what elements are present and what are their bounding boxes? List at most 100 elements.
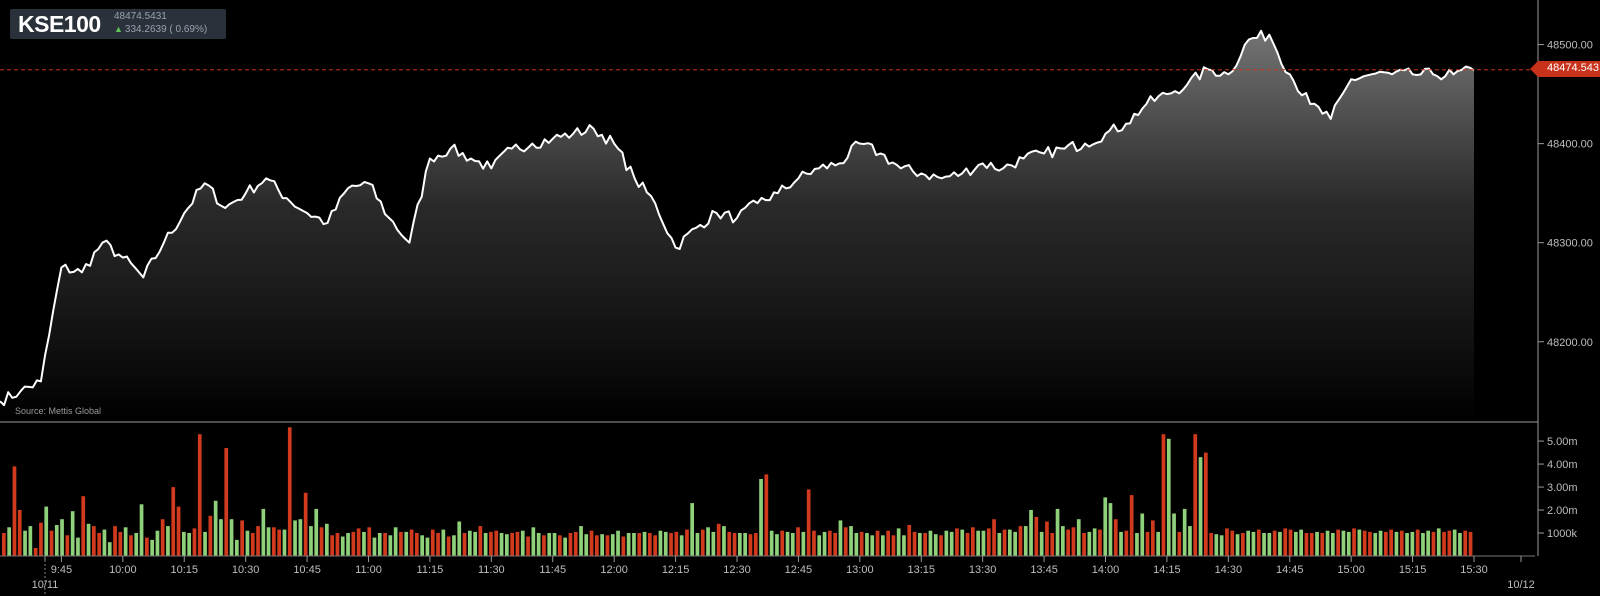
x-tick-label: 13:15	[907, 564, 935, 576]
volume-bar	[388, 535, 393, 556]
volume-bar	[330, 535, 334, 556]
volume-bar	[1188, 526, 1192, 556]
volume-bar	[896, 528, 901, 556]
volume-bar	[145, 537, 149, 556]
volume-bar	[1452, 529, 1457, 556]
volume-bar	[1055, 508, 1060, 556]
volume-bar	[1272, 530, 1277, 556]
ticker-symbol: KSE100	[18, 11, 101, 37]
volume-bar	[822, 531, 827, 556]
volume-bar	[489, 531, 493, 556]
volume-bar	[1172, 513, 1176, 556]
last-value-tag: 48474.543	[1530, 61, 1600, 77]
volume-bar	[801, 531, 806, 556]
volume-bar	[2, 533, 6, 556]
volume-y-tick-label: 2.00m	[1547, 505, 1578, 517]
volume-bar	[891, 535, 896, 556]
volume-bar	[907, 525, 912, 556]
volume-bar	[409, 529, 414, 556]
x-tick-label: 15:00	[1337, 564, 1365, 576]
volume-bar	[1039, 531, 1044, 556]
volume-bar	[1246, 530, 1250, 556]
volume-bar	[23, 530, 27, 556]
volume-bar	[277, 529, 281, 556]
volume-bar	[420, 535, 424, 556]
volume-bar	[706, 527, 710, 556]
volume-bar	[505, 534, 509, 556]
volume-bar	[1214, 534, 1219, 556]
volume-bar	[632, 533, 636, 556]
volume-bar	[944, 530, 949, 556]
volume-bar	[759, 479, 763, 556]
volume-bar	[674, 531, 679, 556]
volume-bar	[60, 519, 64, 556]
volume-bar	[790, 533, 795, 556]
volume-bar	[404, 531, 409, 556]
volume-bar	[642, 531, 647, 556]
volume-bar	[335, 533, 340, 556]
volume-bar	[1320, 533, 1325, 556]
volume-bar	[441, 529, 446, 556]
volume-bar	[1431, 531, 1436, 556]
volume-bar	[303, 492, 308, 556]
volume-bar	[134, 533, 139, 556]
volume-bar	[685, 529, 689, 556]
volume-bar	[552, 533, 557, 556]
volume-bar	[1283, 528, 1288, 556]
volume-bar	[1193, 434, 1198, 556]
volume-bar	[176, 506, 181, 556]
volume-bar	[235, 539, 239, 556]
volume-bar	[1458, 533, 1462, 556]
volume-bar	[325, 523, 329, 556]
volume-y-tick-label: 1000k	[1547, 528, 1577, 540]
ticker-change-value: 334.2639 ( 0.69%)	[124, 24, 208, 35]
volume-bar	[738, 533, 742, 556]
x-tick-label: 13:30	[969, 564, 997, 576]
volume-bar	[1108, 503, 1113, 556]
volume-bar	[298, 519, 303, 556]
volume-bar	[261, 508, 266, 556]
volume-bar	[928, 530, 933, 556]
x-tick-label: 9:45	[51, 564, 72, 576]
volume-bar	[838, 520, 843, 556]
volume-bar	[663, 531, 668, 556]
ticker-change: ▲ 334.2639 ( 0.69%)	[114, 24, 207, 35]
volume-bar	[1267, 533, 1272, 556]
source-note: Source: Mettis Global	[15, 406, 102, 416]
volume-bar	[1182, 508, 1187, 556]
volume-bar	[1331, 533, 1335, 556]
price-area	[0, 30, 1474, 422]
volume-bar	[314, 508, 319, 556]
volume-bar	[971, 527, 975, 556]
volume-bar	[806, 489, 811, 556]
volume-bar	[1204, 452, 1208, 556]
volume-bar	[579, 526, 583, 556]
volume-bar	[902, 535, 906, 556]
volume-bar	[1119, 531, 1123, 556]
volume-bar	[1378, 530, 1383, 556]
price-pane	[0, 29, 1535, 422]
volume-bar	[97, 533, 101, 556]
volume-bar	[992, 519, 996, 556]
volume-bar	[229, 519, 234, 556]
volume-bar	[155, 530, 160, 556]
volume-bar	[340, 536, 345, 556]
volume-bar	[764, 474, 769, 556]
x-tick-label: 11:30	[478, 564, 505, 576]
date-label: 10/12	[1507, 579, 1535, 591]
x-tick-label: 14:30	[1215, 564, 1243, 576]
volume-bar	[33, 548, 38, 556]
volume-bar	[605, 535, 610, 556]
volume-bar	[282, 529, 287, 556]
volume-bar	[600, 534, 604, 556]
volume-bar	[1442, 531, 1446, 556]
volume-bar	[727, 531, 732, 556]
volume-bar	[468, 530, 472, 556]
volume-y-tick-label: 5.00m	[1547, 436, 1578, 448]
volume-bar	[875, 530, 880, 556]
volume-bar	[356, 528, 361, 556]
x-tick-label: 11:15	[417, 564, 444, 576]
volume-bar	[933, 534, 938, 556]
x-tick-label: 11:45	[539, 564, 566, 576]
volume-bar	[1368, 531, 1372, 556]
